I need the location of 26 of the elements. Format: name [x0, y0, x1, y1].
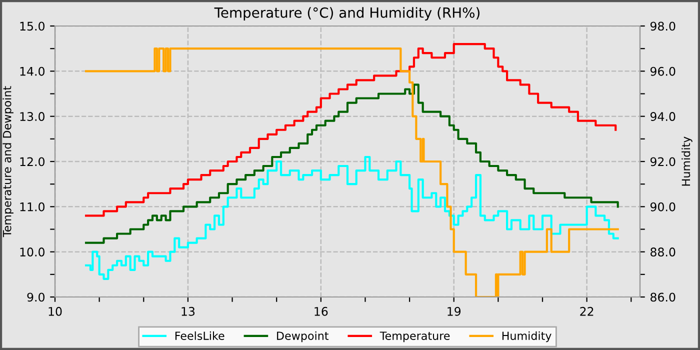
legend-label: Dewpoint	[277, 331, 328, 342]
y2-tick-label: 86.0	[650, 292, 676, 302]
chart-title: Temperature (°C) and Humidity (RH%)	[214, 7, 480, 21]
y2-tick-label: 90.0	[650, 202, 676, 212]
y-tick-label: 12.0	[20, 157, 44, 166]
y-tick-label: 10.0	[20, 248, 44, 256]
x-tick-label: 19	[448, 306, 461, 316]
y2-tick-label: 94.0	[650, 112, 676, 121]
y-tick-label: 14.0	[20, 66, 44, 76]
legend-label: Humidity	[502, 331, 552, 342]
x-tick-label: 13	[182, 306, 195, 316]
legend-label: Temperature	[380, 332, 450, 342]
y-axis-title: Temperature and Dewpoint	[2, 86, 14, 238]
y-tick-label: 11.0	[20, 202, 44, 212]
y2-tick-label: 98.0	[650, 22, 676, 31]
x-tick-label: 22	[580, 306, 594, 316]
y2-axis-title: Humidity	[682, 136, 692, 186]
y-tick-label: 15.0	[20, 22, 44, 31]
x-tick-label: 16	[314, 306, 328, 316]
legend-label: FeelsLike	[175, 331, 224, 340]
y-tick-label: 13.0	[20, 112, 44, 121]
y2-tick-label: 96.0	[650, 66, 676, 76]
y2-tick-label: 92.0	[650, 157, 676, 166]
y2-tick-label: 88.0	[650, 248, 676, 256]
y-tick-label: 9.0	[27, 292, 44, 302]
x-tick-label: 10	[48, 306, 62, 316]
